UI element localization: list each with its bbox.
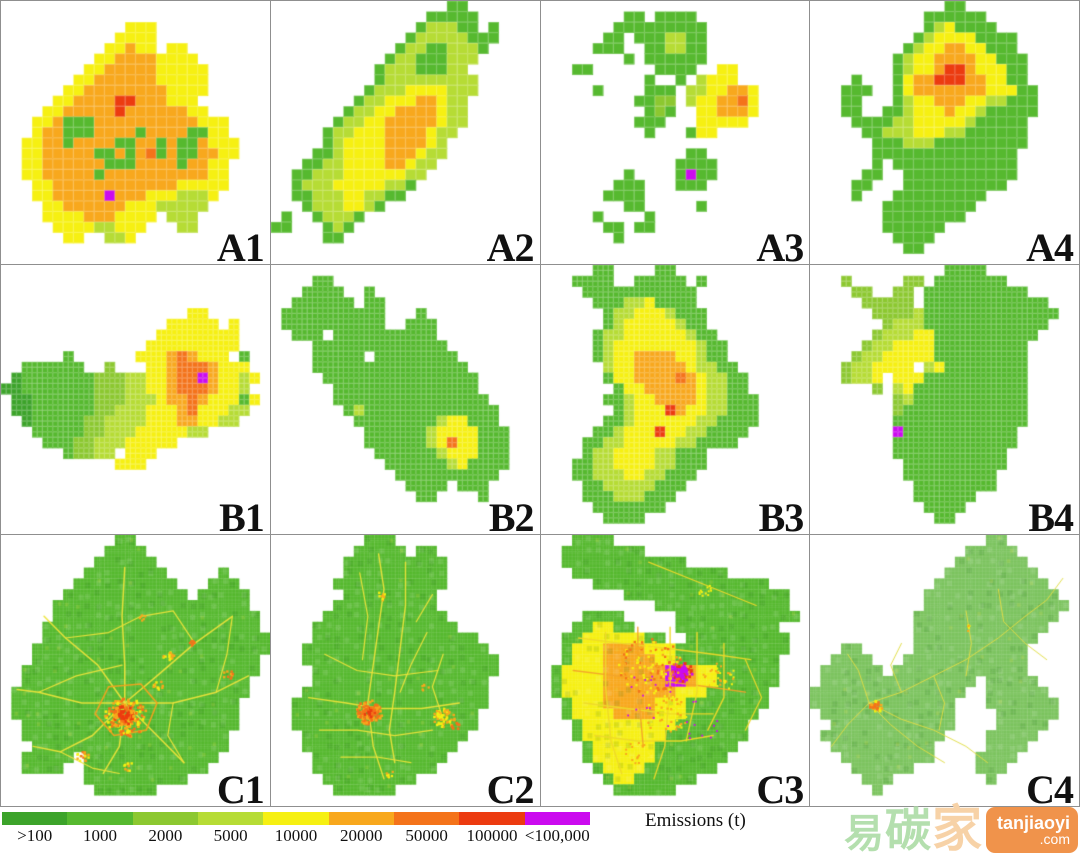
legend: >100 1000 2000 5000 10000 20000 50000 100000 <10… <box>0 807 1080 849</box>
panel-label: B4 <box>1028 495 1074 535</box>
legend-class-label: 1000 <box>82 826 117 845</box>
legend-bar <box>2 812 590 825</box>
map-panel-c4: C4 <box>810 535 1079 806</box>
panel-label: A1 <box>216 225 265 265</box>
panel-label: A3 <box>756 225 804 265</box>
watermark-char-tan: 碳 <box>885 804 931 853</box>
map-panel-a4: A4 <box>810 1 1079 264</box>
legend-title: Emissions (t) <box>645 810 746 831</box>
legend-swatch <box>197 812 264 825</box>
legend-class-label: >100 <box>17 826 53 845</box>
legend-class-label: 100000 <box>466 826 518 845</box>
watermark-char-yi: 易 <box>844 812 884 853</box>
map-canvas-a4 <box>810 1 1079 264</box>
legend-swatch <box>263 812 329 825</box>
legend-swatch <box>132 812 198 825</box>
map-panel-b4: B4 <box>810 265 1079 534</box>
legend-swatch <box>524 812 590 825</box>
panel-label: C4 <box>1026 767 1074 807</box>
panel-grid: A1 A2 A3 A4 B1 B2 B3 B4 C1 C2 C3 C4 <box>0 0 1080 807</box>
map-panel-b1: B1 <box>1 265 270 534</box>
panel-label: A2 <box>486 225 535 265</box>
map-canvas-c4 <box>810 535 1079 806</box>
panel-label: B3 <box>758 495 805 535</box>
map-canvas-c2 <box>270 535 540 806</box>
legend-class-label: 2000 <box>148 826 183 845</box>
legend-swatch <box>459 812 525 825</box>
map-canvas-b2 <box>270 265 540 534</box>
watermark: 易 碳 家 tanjiaoyi .com <box>844 800 1078 853</box>
watermark-char-jia: 家 <box>932 800 982 853</box>
map-canvas-b1 <box>1 265 270 534</box>
legend-swatch <box>393 812 460 825</box>
legend-swatch <box>328 812 394 825</box>
watermark-badge-domain: .com <box>1039 831 1070 848</box>
panel-label: A4 <box>1026 225 1074 265</box>
legend-class-label: 20000 <box>340 826 383 845</box>
legend-class-label: <100,000 <box>524 826 590 845</box>
legend-swatch <box>2 812 68 825</box>
legend-class-label: 10000 <box>274 826 318 845</box>
map-panel-c1: C1 <box>1 535 270 806</box>
map-canvas-c3 <box>540 535 810 806</box>
legend-class-label: 5000 <box>213 826 248 845</box>
map-canvas-a3 <box>540 1 810 264</box>
panel-label: C2 <box>486 767 535 807</box>
map-panel-b2: B2 <box>270 265 540 535</box>
map-canvas-a1 <box>1 1 270 264</box>
map-canvas-b4 <box>810 265 1079 534</box>
map-panel-c2: C2 <box>270 535 540 807</box>
legend-labels: >100 1000 2000 5000 10000 20000 50000 100000 <10… <box>2 826 590 846</box>
watermark-badge-text: tanjiaoyi <box>996 812 1070 833</box>
map-panel-a3: A3 <box>540 1 810 265</box>
map-panel-b3: B3 <box>540 265 810 535</box>
panel-label: B2 <box>488 495 535 535</box>
map-canvas-b3 <box>540 265 810 534</box>
watermark-badge: tanjiaoyi .com <box>986 807 1078 853</box>
map-panel-c3: C3 <box>540 535 810 807</box>
panel-label: C3 <box>756 767 804 807</box>
panel-label: C1 <box>216 767 265 807</box>
map-canvas-a2 <box>270 1 540 264</box>
map-panel-a1: A1 <box>1 1 270 264</box>
panel-label: B1 <box>219 495 265 535</box>
legend-class-label: 50000 <box>405 826 448 845</box>
map-canvas-c1 <box>1 535 270 806</box>
legend-swatch <box>67 812 133 825</box>
map-panel-a2: A2 <box>270 1 540 265</box>
